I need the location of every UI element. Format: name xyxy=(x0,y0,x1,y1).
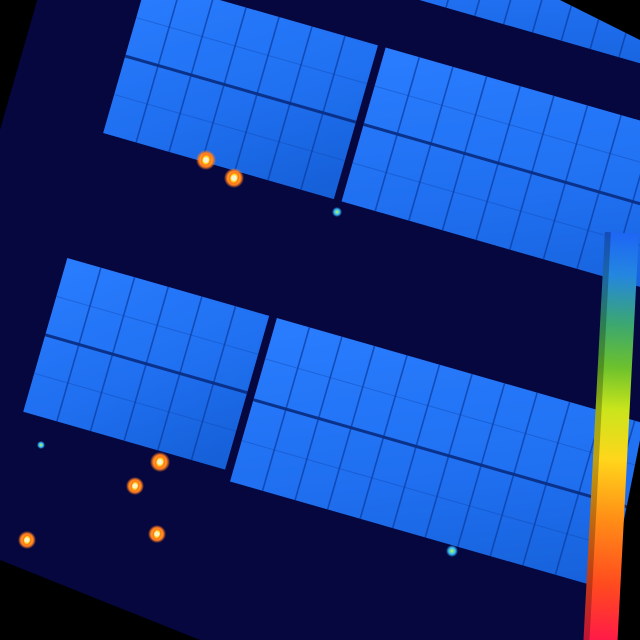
cell-row-line xyxy=(352,162,640,280)
warm-spot-9 xyxy=(36,441,45,450)
cell-row-line xyxy=(136,17,368,85)
hotspot-core xyxy=(24,537,30,543)
hotspot-core xyxy=(154,531,160,537)
hotspot-6 xyxy=(147,525,166,544)
hotspot-ring xyxy=(154,455,166,469)
cell-row-line xyxy=(34,372,237,432)
panel-block-bottom-right xyxy=(230,318,640,603)
hotspot-ring xyxy=(130,480,140,492)
hotspot-5 xyxy=(125,477,144,496)
cell-line xyxy=(531,0,564,33)
hotspot-core xyxy=(157,459,163,465)
hotspot-core xyxy=(231,175,237,181)
cell-row-line xyxy=(374,85,640,203)
hotspot-2 xyxy=(224,168,245,189)
panel-sheen xyxy=(127,0,376,120)
hotspot-ring xyxy=(200,153,212,167)
hotspot-core xyxy=(203,157,209,163)
hotspot-ring xyxy=(22,534,32,546)
cell-line xyxy=(502,0,535,25)
scale-edge xyxy=(582,231,611,640)
panel-block-bottom-left xyxy=(23,257,270,470)
panel-block-middle-left xyxy=(103,0,378,200)
cell-row-line xyxy=(114,94,346,162)
panel-sheen xyxy=(255,320,640,519)
module-seam xyxy=(44,333,248,395)
warm-spot xyxy=(331,206,342,217)
hotspot-ring xyxy=(152,528,162,540)
warm-spot-8 xyxy=(446,545,459,558)
module-seam xyxy=(363,122,640,242)
cell-line xyxy=(560,0,593,41)
cell-row-line xyxy=(56,295,259,355)
hotspot-ring xyxy=(228,171,240,185)
panel-block-middle-right xyxy=(341,47,640,318)
hotspot-1 xyxy=(196,150,217,171)
cell-line xyxy=(589,0,622,50)
hotspot-7 xyxy=(17,530,36,549)
hotspot-core xyxy=(132,483,138,489)
warm-spot xyxy=(36,441,45,450)
temperature-color-scale xyxy=(582,231,639,640)
hotspot-4 xyxy=(150,451,171,472)
warm-spot xyxy=(446,545,459,558)
scale-gradient xyxy=(582,231,639,640)
module-seam xyxy=(124,54,357,124)
warm-spot-3 xyxy=(331,206,342,217)
